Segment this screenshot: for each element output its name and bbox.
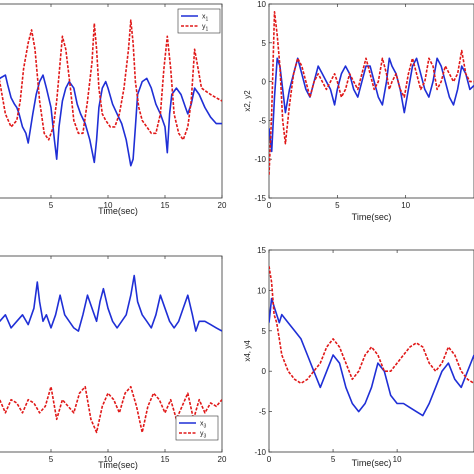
x-axis-label: Time(sec) (352, 458, 392, 468)
x-tick-label: 0 (267, 201, 272, 210)
axes-frame (268, 249, 474, 453)
y-axis-label: x2, y2 (243, 90, 252, 112)
x-tick-label: 15 (161, 201, 170, 210)
legend-label: x3 (200, 421, 207, 430)
x-axis-label: Time(sec) (98, 206, 138, 216)
legend-label-subscript: 3 (204, 424, 207, 430)
x-axis-label: Time(sec) (352, 212, 392, 222)
panel-2: 0 5 10 10 5 0 -5 -10 -15 Time(sec) x2, y2 (243, 0, 474, 222)
legend-label: x1 (202, 14, 209, 23)
x-tick-label: 10 (393, 455, 402, 464)
x-tick-label: 10 (104, 455, 113, 464)
y-tick-label: -15 (254, 194, 266, 203)
panel-1: 5 10 15 20 Time(sec) (0, 3, 227, 216)
y-tick-label: 5 (262, 327, 267, 336)
y-tick-label: 5 (262, 39, 267, 48)
x-tick-label: 10 (401, 201, 410, 210)
legend-box (177, 8, 221, 34)
y-tick-label: 15 (257, 246, 266, 255)
x-tick-label: 5 (49, 455, 54, 464)
panel-3: 5 10 15 20 Time(sec) (0, 255, 227, 470)
legend-label-subscript: 3 (204, 434, 207, 440)
y-tick-label: -10 (254, 448, 266, 457)
x-tick-label: 20 (218, 201, 227, 210)
x-tick-label: 15 (161, 455, 170, 464)
y-tick-label: 0 (262, 78, 267, 87)
y-tick-label: 10 (257, 0, 266, 9)
legend-label-subscript: 1 (206, 17, 209, 23)
series-line-x3 (0, 274, 222, 332)
series-line-y2 (269, 11, 474, 175)
y-tick-label: -5 (259, 116, 267, 125)
series-line-y3 (0, 385, 222, 434)
x-tick-label: 0 (267, 455, 272, 464)
x-tick-label: 5 (335, 201, 340, 210)
x-tick-label: 5 (49, 201, 54, 210)
x-tick-label: 20 (218, 455, 227, 464)
y-tick-label: 0 (262, 367, 267, 376)
legend-box (175, 415, 219, 441)
series-line-y1 (0, 19, 222, 141)
y-tick-label: -10 (254, 155, 266, 164)
x-axis-label: Time(sec) (98, 460, 138, 470)
x-tick-label: 5 (331, 455, 336, 464)
axes-frame (268, 3, 474, 199)
x-tick-label: 10 (104, 201, 113, 210)
legend-label: y3 (200, 431, 207, 440)
panel-4: 0 5 10 15 10 5 0 -5 -10 Time(sec) x4, y4 (243, 246, 474, 468)
y-tick-label: -5 (259, 408, 267, 417)
legend-label: y1 (202, 24, 209, 33)
series-line-x4 (269, 297, 474, 417)
series-line-y4 (269, 266, 474, 385)
legend-label-subscript: 1 (206, 27, 209, 33)
y-tick-label: 10 (257, 286, 266, 295)
y-axis-label: x4, y4 (243, 340, 252, 362)
